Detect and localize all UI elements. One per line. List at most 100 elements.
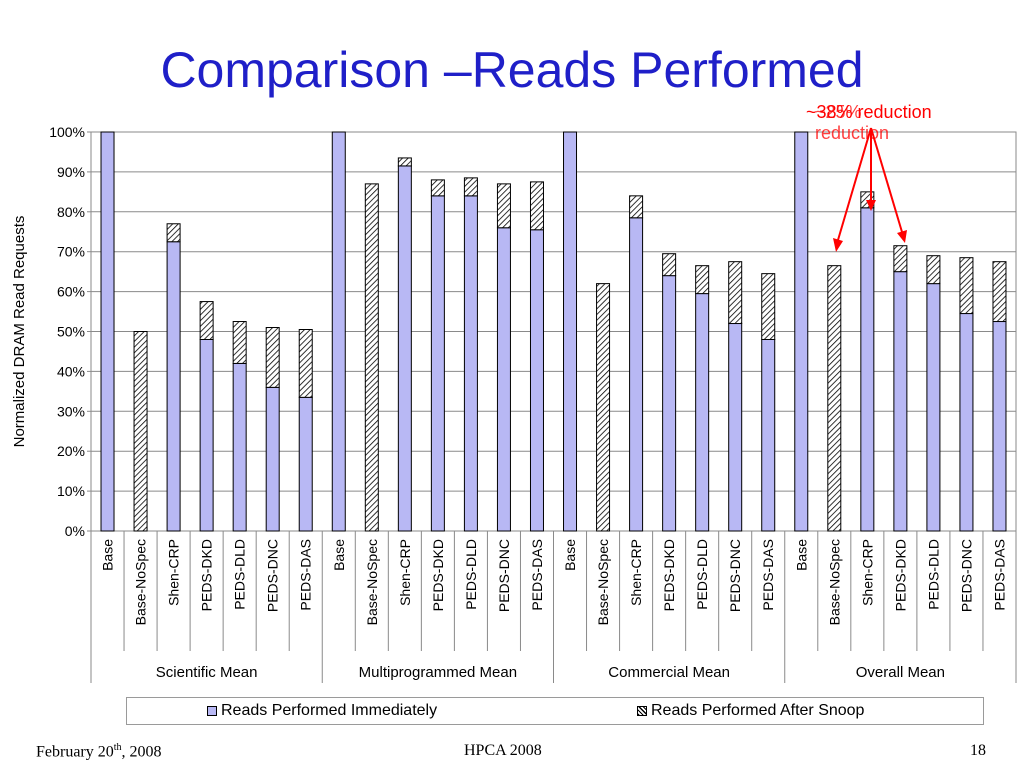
- y-tick-label: 40%: [57, 363, 85, 379]
- footer-date-text: February 20: [36, 743, 114, 761]
- bar-immediate: [794, 131, 809, 532]
- group-label: Overall Mean: [856, 664, 945, 681]
- bar-after-snoop: [232, 321, 247, 364]
- bar-immediate: [893, 271, 908, 532]
- category-label: Shen-CRP: [628, 539, 644, 606]
- category-label: PEDS-DAS: [760, 539, 776, 611]
- bar-immediate: [959, 313, 974, 532]
- footer-date-sup: th: [113, 742, 122, 753]
- bar-immediate: [529, 229, 544, 532]
- y-tick-label: 30%: [57, 403, 85, 419]
- category-label: Shen-CRP: [166, 539, 182, 606]
- category-label: PEDS-DLD: [694, 539, 710, 610]
- category-label: PEDS-DAS: [298, 539, 314, 611]
- footer-date: February 20th, 2008: [36, 742, 162, 761]
- footer-date-tail: , 2008: [121, 743, 162, 761]
- axes: 0% 10% 20% 30% 40% 50% 60% 70% 80% 90% 100% Normali…: [11, 124, 1017, 683]
- annotation-arrow-left: [837, 127, 872, 241]
- category-label: PEDS-DKD: [430, 539, 446, 611]
- category-label: Shen-CRP: [859, 539, 875, 606]
- slide-title: Comparison –Reads Performed: [160, 42, 864, 98]
- bar-immediate: [232, 362, 247, 532]
- bar-immediate: [728, 323, 743, 532]
- category-label: Base-NoSpec: [826, 539, 842, 625]
- bar-immediate: [629, 217, 644, 532]
- y-tick-label: 50%: [57, 324, 85, 340]
- category-label: PEDS-DAS: [529, 539, 545, 611]
- group-label: Commercial Mean: [608, 664, 730, 681]
- y-tick-label: 80%: [57, 204, 85, 220]
- y-tick-label: 20%: [57, 443, 85, 459]
- y-tick-label: 70%: [57, 244, 85, 260]
- annotation-arrow-right: [870, 127, 903, 233]
- legend-swatch-hatch: [637, 706, 647, 716]
- category-label: PEDS-DNC: [727, 539, 743, 612]
- bar-after-snoop: [529, 181, 544, 231]
- annotation-arrowhead-left: [833, 238, 843, 252]
- bar-after-snoop: [695, 265, 710, 295]
- category-label: Base: [793, 539, 809, 571]
- category-label: PEDS-DKD: [661, 539, 677, 611]
- bar-immediate: [463, 195, 478, 532]
- footer-conference: HPCA 2008: [464, 742, 542, 759]
- bar-immediate: [992, 321, 1007, 532]
- bar-immediate: [761, 338, 776, 532]
- category-label: Base-NoSpec: [133, 539, 149, 625]
- bar-immediate: [662, 275, 677, 532]
- category-label: Base-NoSpec: [595, 539, 611, 625]
- reduction-annotation-overlap: ~25% reduction: [815, 102, 890, 143]
- legend-label-after-snoop: Reads Performed After Snoop: [651, 702, 865, 719]
- reduction-annotation-text: ~38% reduction: [806, 102, 932, 122]
- bar-immediate: [695, 293, 710, 532]
- group-label: Multiprogrammed Mean: [359, 664, 517, 681]
- legend-item-after-snoop: Reads Performed After Snoop: [637, 702, 864, 720]
- bar-after-snoop: [430, 179, 445, 197]
- footer-page-number: 18: [970, 742, 986, 759]
- y-tick-label: 10%: [57, 483, 85, 499]
- bar-immediate: [166, 241, 181, 532]
- category-label: PEDS-DLD: [232, 539, 248, 610]
- annotation-arrowhead: [866, 200, 876, 211]
- bar-after-snoop: [662, 253, 677, 277]
- bar-after-snoop: [265, 327, 280, 388]
- y-axis-label: Normalized DRAM Read Requests: [11, 216, 28, 448]
- annotation-arrowhead-right: [897, 230, 907, 243]
- bar-immediate: [430, 195, 445, 532]
- bar-immediate: [298, 396, 313, 532]
- category-label: Base: [331, 539, 347, 571]
- category-label: PEDS-DNC: [265, 539, 281, 612]
- category-label: Shen-CRP: [397, 539, 413, 606]
- category-label: PEDS-DKD: [199, 539, 215, 611]
- bar-after-snoop: [761, 273, 776, 340]
- bar-after-snoop: [364, 183, 379, 532]
- bar-after-snoop: [397, 157, 412, 167]
- bar-after-snoop: [463, 177, 478, 197]
- bar-after-snoop: [133, 331, 148, 532]
- bars: [100, 131, 1007, 532]
- bar-after-snoop: [959, 257, 974, 315]
- bar-immediate: [331, 131, 346, 532]
- gridlines: [90, 131, 1017, 532]
- bar-immediate: [199, 338, 214, 532]
- bar-immediate: [563, 131, 578, 532]
- bar-immediate: [100, 131, 115, 532]
- category-label: PEDS-DNC: [958, 539, 974, 612]
- y-tick-label: 60%: [57, 284, 85, 300]
- bar-after-snoop: [166, 223, 181, 243]
- bar-immediate: [926, 283, 941, 532]
- reduction-annotation: ~38% reduction ~25% reduction: [806, 102, 932, 143]
- legend-item-immediate: Reads Performed Immediately: [207, 702, 437, 720]
- category-label: Base-NoSpec: [364, 539, 380, 625]
- category-label: PEDS-DLD: [925, 539, 941, 610]
- bar-immediate: [265, 386, 280, 532]
- bar-after-snoop: [629, 195, 644, 219]
- category-label: PEDS-DLD: [463, 539, 479, 610]
- chart-legend: Reads Performed Immediately Reads Perfor…: [126, 697, 984, 725]
- category-label: PEDS-DNC: [496, 539, 512, 612]
- y-tick-label: 90%: [57, 164, 85, 180]
- bar-immediate: [496, 227, 511, 532]
- bar-after-snoop: [496, 183, 511, 229]
- group-label: Scientific Mean: [156, 664, 258, 681]
- bar-after-snoop: [992, 261, 1007, 323]
- bar-after-snoop: [199, 301, 214, 340]
